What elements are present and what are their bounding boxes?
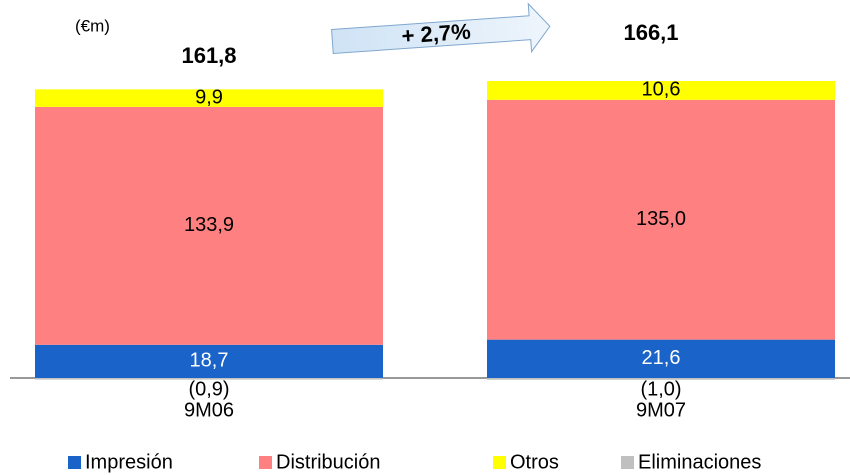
value-label: 18,7	[190, 350, 229, 372]
total-label: 161,8	[181, 43, 236, 68]
legend-marker	[259, 456, 272, 469]
value-label: (0,9)	[188, 378, 229, 400]
x-tick-label: 9M07	[636, 399, 686, 421]
bar-segment	[487, 99, 835, 340]
growth-arrow: + 2,7%	[331, 2, 551, 55]
value-label: 135,0	[636, 208, 686, 230]
bar-segment	[35, 106, 383, 345]
bar-segment	[35, 89, 383, 107]
bar-segment	[35, 378, 383, 380]
value-label: (1,0)	[640, 378, 681, 400]
legend-marker	[68, 456, 81, 469]
legend-label: Impresión	[85, 451, 173, 473]
legend-marker	[621, 456, 634, 469]
bar-segment	[487, 81, 835, 100]
x-tick-label: 9M06	[184, 399, 234, 421]
bar-segment	[487, 339, 835, 378]
legend-label: Eliminaciones	[638, 451, 761, 473]
bar-segment	[35, 344, 383, 378]
growth-annotation: + 2,7%	[401, 19, 472, 49]
value-label: 21,6	[642, 347, 681, 369]
value-label: 9,9	[195, 86, 223, 108]
legend-marker	[493, 456, 506, 469]
unit-label: (€m)	[75, 16, 110, 35]
value-label: 133,9	[184, 214, 234, 236]
bar-segment	[487, 378, 835, 380]
legend-label: Otros	[510, 451, 559, 473]
value-label: 10,6	[642, 79, 681, 101]
legend-label: Distribución	[276, 451, 380, 473]
arrow-shape	[331, 2, 551, 55]
total-label: 166,1	[623, 20, 678, 45]
